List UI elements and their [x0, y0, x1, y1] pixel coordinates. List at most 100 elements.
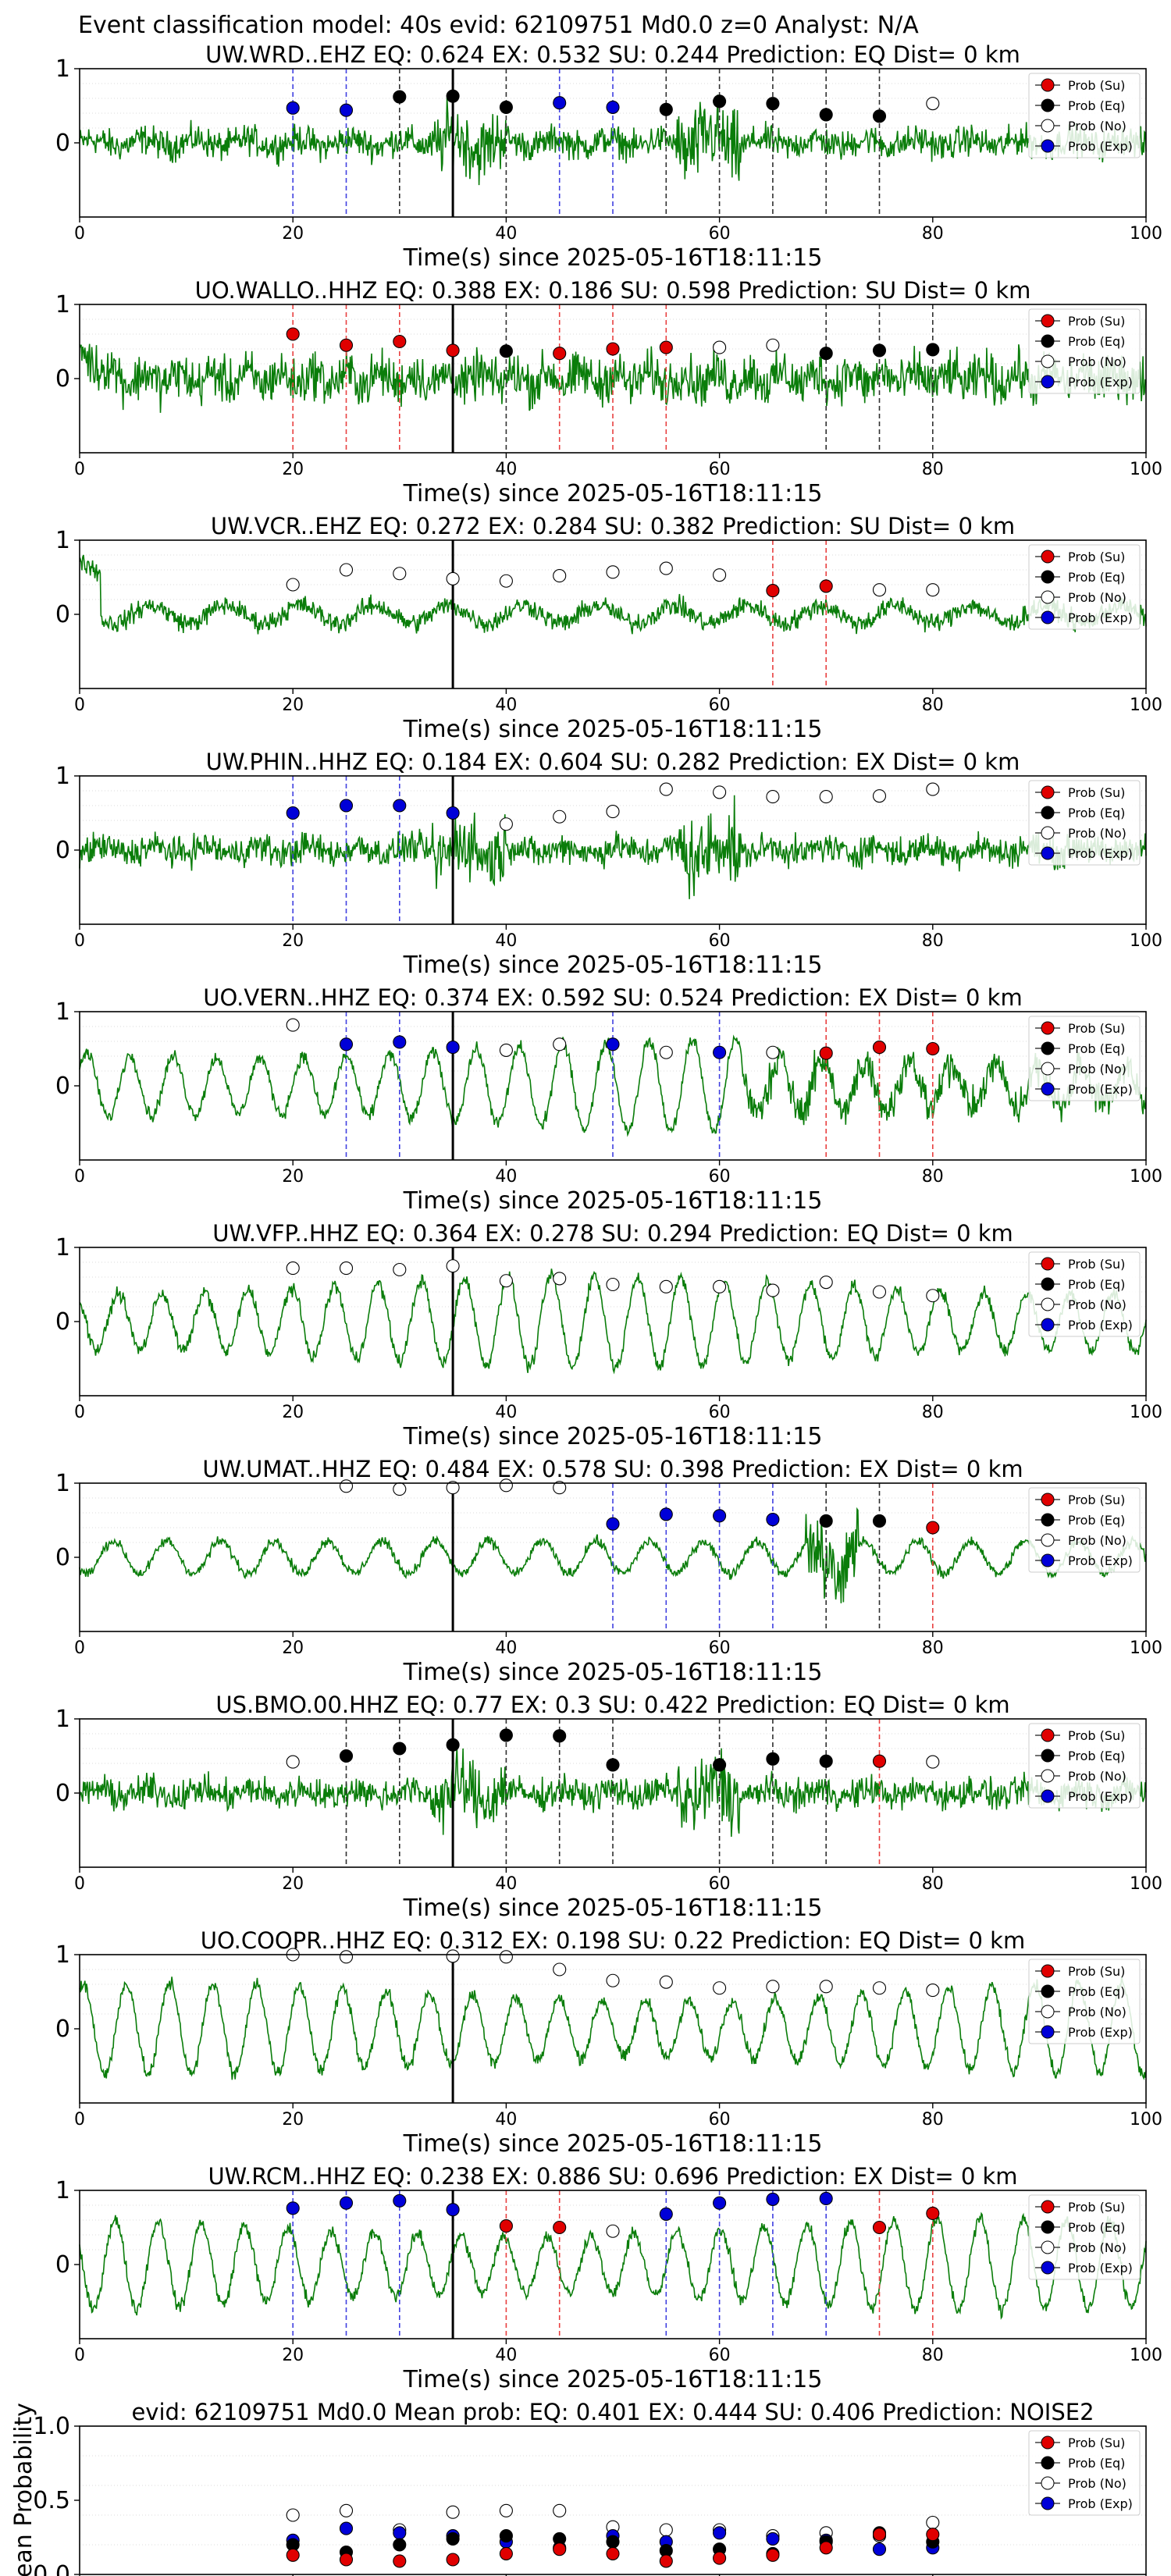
- panel-0-legend: Prob (Su) Prob (Eq) Prob (No) Prob (Exp): [1028, 73, 1141, 158]
- panel-9-prob-point-3: [446, 2203, 460, 2217]
- panel-7-xtick-label-2: 40: [495, 1874, 517, 1894]
- panel-7-title: US.BMO.00.HHZ EQ: 0.77 EX: 0.3 SU: 0.422…: [215, 1692, 1009, 1718]
- panel-3-xtick-label-2: 40: [495, 931, 517, 951]
- panel-1-prob-point-10: [819, 347, 833, 361]
- summary-point-su-12: [926, 2528, 940, 2542]
- panel-7-prob-point-4: [499, 1728, 513, 1742]
- panel-8-xtick-label-3: 60: [709, 2110, 731, 2129]
- panel-9-legend-marker-exp: [1041, 2261, 1055, 2275]
- panel-2-prob-point-12: [926, 583, 940, 597]
- panel-3-legend-label-eq: Prob (Eq): [1068, 806, 1125, 820]
- summary-point-su-0: [286, 2548, 300, 2562]
- panel-7-xlabel: Time(s) since 2025-05-16T18:11:15: [403, 1895, 823, 1922]
- panel-2-legend-label-su: Prob (Su): [1068, 550, 1125, 564]
- panel-4-ytick-label-0: 1: [55, 998, 70, 1026]
- panel-3-prob-point-1: [339, 799, 354, 813]
- panel-0-xtick-label-2: 40: [495, 224, 517, 244]
- panel-8-prob-point-10: [872, 1981, 887, 1995]
- panel-0-legend-marker-su: [1041, 78, 1055, 92]
- panel-7-prob-point-7: [713, 1758, 727, 1772]
- panel-2-legend-marker-exp: [1041, 610, 1055, 624]
- panel-2-ytick-label-0: 1: [55, 527, 70, 554]
- panel-9-waveform: [79, 2211, 1147, 2320]
- panel-6-prob-point-2: [446, 1481, 460, 1495]
- panel-3-xtick-label-1: 20: [282, 931, 304, 951]
- panel-6-legend-label-su: Prob (Su): [1068, 1493, 1125, 1507]
- summary-point-su-10: [819, 2541, 833, 2555]
- panel-0-xtick-label-1: 20: [282, 224, 304, 244]
- panel-3-prob-point-6: [606, 805, 620, 819]
- panel-7-legend-label-no: Prob (No): [1068, 1769, 1127, 1784]
- panel-9-prob-point-6: [606, 2224, 620, 2238]
- panel-9-xlabel: Time(s) since 2025-05-16T18:11:15: [403, 2366, 823, 2393]
- panel-3-ytick-label-1: 0: [55, 837, 70, 864]
- panel-9-prob-point-4: [499, 2219, 513, 2233]
- panel-5-plot-area: [80, 1247, 1146, 1396]
- summary-point-eq-4: [499, 2529, 513, 2543]
- panel-1-xtick-label-0: 0: [74, 460, 85, 479]
- panel-5-prob-point-8: [713, 1279, 727, 1293]
- panel-8-xtick-label-1: 20: [282, 2110, 304, 2129]
- panel-1-legend-label-su: Prob (Su): [1068, 314, 1125, 329]
- panel-9-ytick-label-1: 0: [55, 2251, 70, 2279]
- panel-5-prob-point-10: [819, 1276, 833, 1290]
- panel-8-legend-label-eq: Prob (Eq): [1068, 1984, 1125, 1999]
- panel-2-prob-point-2: [393, 567, 407, 581]
- panel-2-ytick-label-1: 0: [55, 601, 70, 628]
- panel-0-prob-point-0: [286, 101, 300, 115]
- panel-8-ytick-label-0: 1: [55, 1941, 70, 1969]
- panel-9-legend-marker-su: [1041, 2200, 1055, 2214]
- panel-1-legend-marker-eq: [1041, 334, 1055, 348]
- panel-4-prob-point-1: [339, 1037, 354, 1051]
- summary-point-no-0: [286, 2508, 300, 2522]
- panel-5-prob-point-0: [286, 1261, 300, 1276]
- panel-4-legend-label-eq: Prob (Eq): [1068, 1041, 1125, 1056]
- panel-5-legend-marker-no: [1041, 1297, 1055, 1311]
- panel-5-prob-point-6: [606, 1277, 620, 1292]
- panel-6-xtick-label-1: 20: [282, 1638, 304, 1658]
- summary-point-eq-6: [606, 2535, 620, 2549]
- panel-8-xtick-label-2: 40: [495, 2110, 517, 2129]
- panel-6-title: UW.UMAT..HHZ EQ: 0.484 EX: 0.578 SU: 0.3…: [202, 1456, 1023, 1482]
- panel-1-ytick-label-1: 0: [55, 365, 70, 393]
- panel-5-legend-marker-exp: [1041, 1318, 1055, 1332]
- summary-point-su-9: [766, 2548, 780, 2562]
- panel-4-legend-label-su: Prob (Su): [1068, 1021, 1125, 1036]
- panel-3-prob-point-9: [766, 790, 780, 804]
- panel-1-legend-label-no: Prob (No): [1068, 354, 1127, 369]
- panel-9-legend-label-no: Prob (No): [1068, 2240, 1127, 2255]
- panel-3-xtick-label-3: 60: [709, 931, 731, 951]
- panel-7-prob-point-8: [766, 1752, 780, 1766]
- panel-3-legend-label-exp: Prob (Exp): [1068, 846, 1133, 861]
- panel-2-legend-marker-su: [1041, 550, 1055, 564]
- panel-4-prob-point-12: [926, 1041, 940, 1056]
- panel-1-prob-point-4: [499, 344, 513, 358]
- panel-7-prob-point-2: [393, 1742, 407, 1756]
- panel-9-legend-label-exp: Prob (Exp): [1068, 2261, 1133, 2275]
- panel-4-xtick-label-4: 80: [922, 1167, 944, 1187]
- panel-9-legend-marker-eq: [1041, 2220, 1055, 2234]
- panel-6-xtick-label-3: 60: [709, 1638, 731, 1658]
- panel-8-title: UO.COOPR..HHZ EQ: 0.312 EX: 0.198 SU: 0.…: [201, 1927, 1025, 1954]
- summary-point-su-5: [553, 2542, 567, 2556]
- panel-6-xtick-label-2: 40: [495, 1638, 517, 1658]
- panel-7-legend-marker-exp: [1041, 1789, 1055, 1803]
- panel-1-prob-point-8: [713, 340, 727, 354]
- panel-7-legend: Prob (Su) Prob (Eq) Prob (No) Prob (Exp): [1028, 1723, 1141, 1809]
- panel-4-legend-box: [1028, 1016, 1141, 1101]
- panel-10-legend-label-no: Prob (No): [1068, 2476, 1127, 2491]
- panel-5-legend-marker-eq: [1041, 1277, 1055, 1291]
- summary-point-exp-9: [766, 2532, 780, 2546]
- summary-point-su-7: [659, 2554, 673, 2568]
- panel-5-legend: Prob (Su) Prob (Eq) Prob (No) Prob (Exp): [1028, 1251, 1141, 1337]
- panel-3-title: UW.PHIN..HHZ EQ: 0.184 EX: 0.604 SU: 0.2…: [206, 749, 1020, 775]
- panel-6-legend-marker-eq: [1041, 1513, 1055, 1527]
- summary-point-su-2: [393, 2554, 407, 2568]
- panel-6-prob-point-7: [713, 1509, 727, 1523]
- panel-8-prob-point-1: [339, 1950, 354, 1964]
- panel-3-legend-box: [1028, 780, 1141, 866]
- panel-3-prob-point-8: [713, 785, 727, 799]
- panel-10-legend-box: [1028, 2430, 1141, 2516]
- panel-4-prob-point-0: [286, 1018, 300, 1032]
- panel-6-legend: Prob (Su) Prob (Eq) Prob (No) Prob (Exp): [1028, 1487, 1141, 1573]
